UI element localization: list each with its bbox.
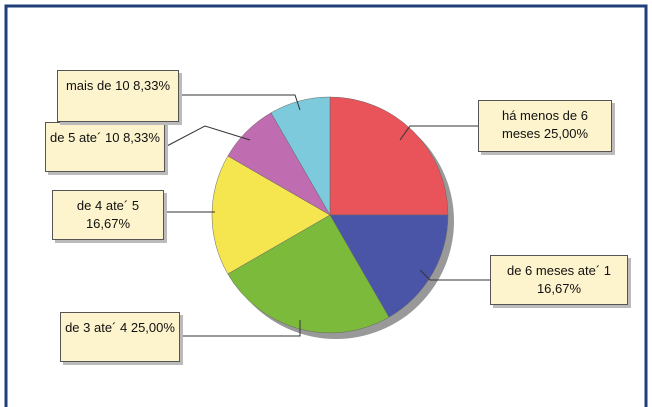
pie-slice xyxy=(227,214,390,334)
slice-label: de 5 ate´ 10 8,33% xyxy=(45,122,165,172)
leader-lines xyxy=(164,94,490,337)
pie-slice xyxy=(329,96,449,216)
category-label: mais de 10 xyxy=(65,78,130,93)
pie xyxy=(211,96,449,334)
value-label: 25,00% xyxy=(130,320,175,335)
value-label: 8,33% xyxy=(123,130,160,145)
value-label: 16,67% xyxy=(536,281,582,296)
frame xyxy=(4,4,648,407)
category-label: há menos de 6 meses xyxy=(501,108,588,141)
value-label: 16,67% xyxy=(85,216,131,231)
value-label: 25,00% xyxy=(543,126,588,141)
category-label: de 3 ate´ 4 xyxy=(65,320,128,335)
slice-label: mais de 10 8,33% xyxy=(57,70,179,122)
slice-label: há menos de 6 meses 25,00% xyxy=(478,100,612,152)
slice-label: de 3 ate´ 4 25,00% xyxy=(60,312,180,362)
pie-slice xyxy=(270,96,331,216)
value-label: 8,33% xyxy=(133,78,171,93)
slice-label: de 6 meses ate´ 1 16,67% xyxy=(490,255,628,305)
pie-slice xyxy=(329,214,449,318)
category-label: de 5 ate´ 10 xyxy=(50,130,120,145)
category-label: de 4 ate´ 5 xyxy=(76,198,140,213)
slice-label: de 4 ate´ 5 16,67% xyxy=(52,190,164,240)
category-label: de 6 meses ate´ 1 xyxy=(506,263,612,278)
pie-slice xyxy=(211,155,331,275)
